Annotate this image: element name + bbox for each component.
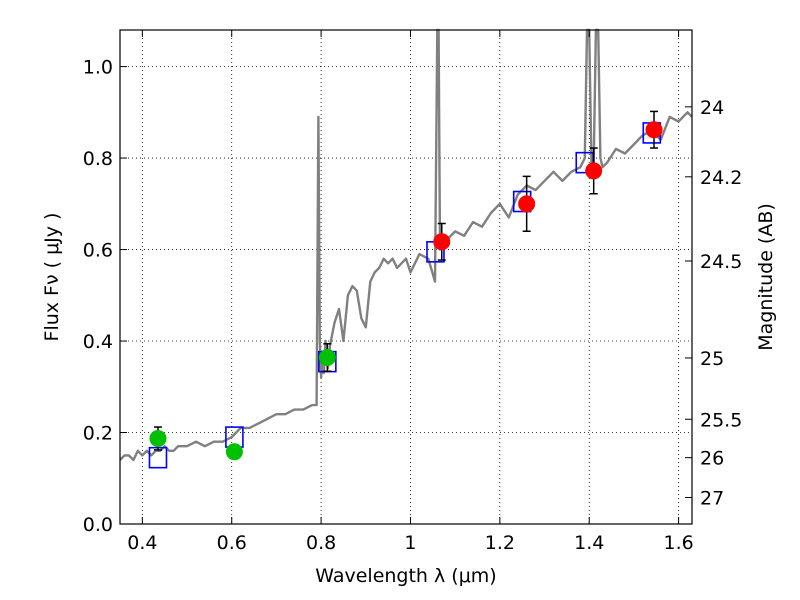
plot-background	[120, 30, 692, 524]
right-tick-label: 26	[700, 448, 724, 470]
y-tick-label: 1.0	[83, 57, 113, 79]
observed-point	[225, 443, 243, 461]
x-tick-label: 1	[404, 532, 416, 554]
right-tick-label: 25	[700, 348, 724, 370]
right-tick-label: 27	[700, 487, 724, 509]
y-tick-label: 0.8	[83, 148, 113, 170]
right-tick-label: 24.5	[700, 251, 742, 273]
right-tick-label: 25.5	[700, 409, 742, 431]
x-tick-label: 0.6	[217, 532, 247, 554]
x-axis-label: Wavelength λ (μm)	[315, 565, 496, 587]
y-tick-label: 0.6	[83, 240, 113, 262]
observed-point	[645, 121, 663, 139]
y-tick-label: 0.2	[83, 423, 113, 445]
y-tick-label: 0.4	[83, 331, 113, 353]
plot-frame	[119, 29, 693, 525]
y-tick-label: 0.0	[83, 514, 113, 536]
observed-points	[149, 121, 663, 461]
y-axis-label: Flux Fν ( μJy )	[41, 213, 63, 342]
observed-point	[433, 233, 451, 251]
observed-point	[585, 162, 603, 180]
observed-point	[318, 349, 336, 367]
x-tick-label: 0.4	[127, 532, 157, 554]
x-tick-label: 1.2	[485, 532, 515, 554]
y-axis-ticks: 0.0 0.2 0.4 0.6 0.8 1.0	[83, 57, 127, 536]
observed-point	[149, 429, 167, 447]
model-spectrum	[119, 28, 693, 462]
right-axis-ticks: 24 24.2 24.5 25 25.5 26 27	[685, 97, 742, 509]
right-axis-label: Magnitude (AB)	[755, 203, 777, 351]
right-tick-label: 24	[700, 97, 724, 119]
x-tick-label: 1.4	[574, 532, 604, 554]
spectrum-line	[119, 28, 693, 462]
x-axis-ticks: 0.4 0.6 0.8 1 1.2 1.4 1.6	[127, 30, 694, 554]
right-tick-label: 24.2	[700, 167, 742, 189]
x-tick-label: 1.6	[663, 532, 693, 554]
observed-point	[518, 195, 536, 213]
x-tick-label: 0.8	[306, 532, 336, 554]
